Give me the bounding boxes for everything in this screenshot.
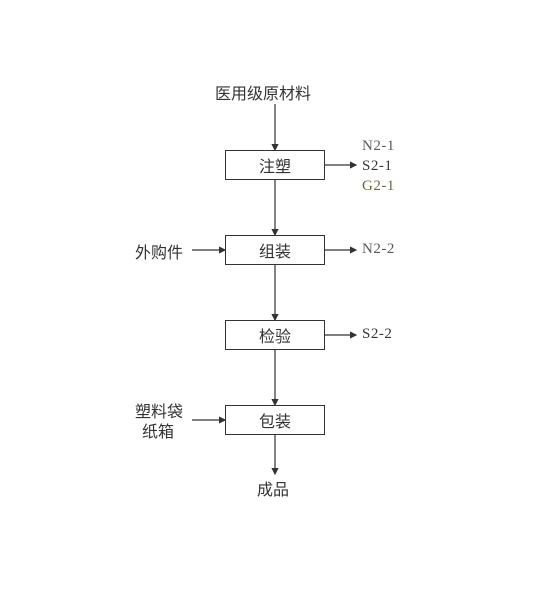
node-injection-molding: 注塑 xyxy=(225,150,325,180)
side-label-s2-2: S2-2 xyxy=(362,326,392,343)
side-label-n2-2: N2-2 xyxy=(362,241,395,258)
node-packaging: 包装 xyxy=(225,405,325,435)
side-label-g2-1: G2-1 xyxy=(362,178,395,195)
node-carton: 纸箱 xyxy=(142,418,184,438)
node-inspection: 检验 xyxy=(225,320,325,350)
node-assembly: 组装 xyxy=(225,235,325,265)
node-finished-product: 成品 xyxy=(257,476,297,498)
node-plastic-bag: 塑料袋 xyxy=(135,398,193,418)
side-label-s2-1: S2-1 xyxy=(362,158,392,175)
side-label-n2-1: N2-1 xyxy=(362,138,395,155)
node-raw-material: 医用级原材料 xyxy=(215,80,335,102)
node-purchased-parts: 外购件 xyxy=(135,239,193,261)
flowchart-canvas: 医用级原材料 注塑 外购件 组装 检验 塑料袋 纸箱 包装 成品 N2-1 S2… xyxy=(0,0,540,600)
